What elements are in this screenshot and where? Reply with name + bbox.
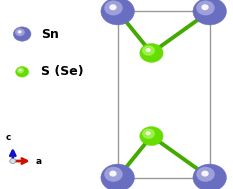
Text: S (Se): S (Se) (41, 65, 83, 78)
Circle shape (193, 164, 226, 189)
Circle shape (140, 43, 163, 62)
Circle shape (10, 159, 16, 163)
Circle shape (193, 0, 226, 25)
Circle shape (101, 0, 134, 25)
Circle shape (140, 127, 163, 146)
Circle shape (109, 4, 117, 10)
Circle shape (101, 164, 134, 189)
Circle shape (104, 0, 123, 15)
Circle shape (104, 167, 123, 182)
Text: a: a (36, 157, 42, 167)
Circle shape (15, 28, 25, 36)
Text: Sn: Sn (41, 28, 59, 40)
Circle shape (201, 4, 209, 10)
Text: c: c (6, 133, 11, 142)
Circle shape (146, 48, 151, 52)
Circle shape (13, 27, 31, 41)
Circle shape (16, 67, 29, 77)
Circle shape (109, 171, 117, 177)
Circle shape (19, 69, 22, 71)
Circle shape (201, 171, 209, 177)
Circle shape (146, 131, 151, 135)
Circle shape (142, 129, 155, 139)
Circle shape (17, 68, 24, 73)
Circle shape (18, 30, 22, 33)
Circle shape (196, 0, 215, 15)
Circle shape (142, 45, 155, 56)
Circle shape (196, 167, 215, 182)
